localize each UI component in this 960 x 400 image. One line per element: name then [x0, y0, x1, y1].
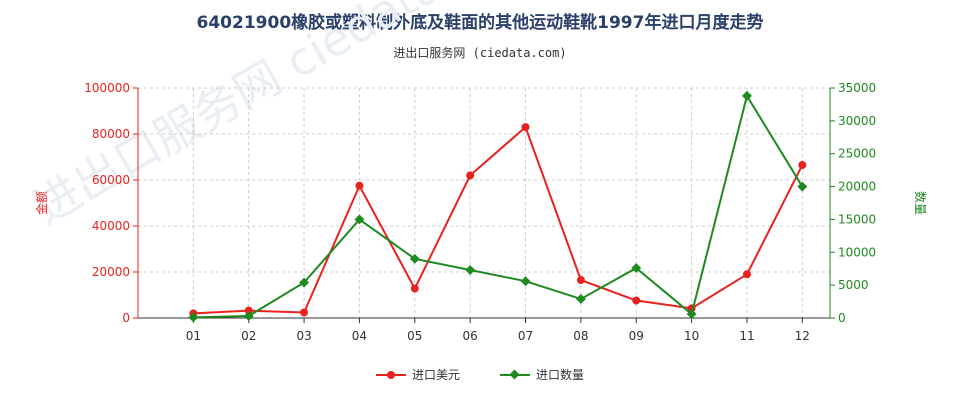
right-tick-label: 20000: [838, 180, 876, 194]
amount-point: [742, 270, 751, 279]
x-tick-label: 12: [795, 329, 810, 343]
x-tick-label: 10: [684, 329, 699, 343]
legend-item-quantity[interactable]: 进口数量: [500, 366, 584, 383]
amount-point: [576, 276, 585, 285]
left-tick-label: 40000: [92, 219, 130, 233]
amount-series-line: [193, 125, 804, 315]
quantity-line-swatch-icon: [500, 369, 530, 381]
right-tick-label: 35000: [838, 81, 876, 95]
right-tick-label: 15000: [838, 212, 876, 226]
amount-point: [521, 123, 530, 132]
quantity-point: [686, 309, 697, 320]
x-tick-label: 06: [463, 329, 478, 343]
x-tick-label: 08: [573, 329, 588, 343]
amount-point: [798, 161, 807, 170]
quantity-point: [742, 90, 752, 101]
x-tick-label: 02: [241, 329, 256, 343]
chart-subtitle: 进出口服务网 (ciedata.com): [393, 46, 567, 60]
left-tick-label: 80000: [92, 127, 130, 141]
amount-point: [244, 306, 253, 315]
legend-label-amount: 进口美元: [411, 368, 460, 382]
left-tick-label: 100000: [84, 81, 130, 95]
amount-point: [632, 296, 641, 305]
quantity-point: [243, 311, 254, 321]
x-tick-label: 04: [352, 329, 367, 343]
left-axis-label: 金额: [34, 191, 49, 215]
quantity-point: [520, 276, 531, 287]
amount-point: [300, 308, 309, 317]
legend-item-amount[interactable]: 进口美元: [375, 366, 460, 383]
right-tick-label: 25000: [838, 147, 876, 161]
x-tick-label: 01: [186, 329, 201, 343]
x-tick-label: 09: [629, 329, 644, 343]
right-tick-label: 5000: [838, 278, 869, 292]
amount-line-swatch-icon: [375, 369, 406, 381]
x-tick-label: 07: [518, 329, 533, 343]
legend-label-quantity: 进口数量: [536, 368, 585, 382]
legend: 进口美元 进口数量: [0, 366, 960, 383]
right-tick-label: 10000: [838, 245, 876, 259]
left-tick-label: 20000: [92, 265, 130, 279]
quantity-series-line: [193, 93, 804, 319]
left-tick-label: 60000: [92, 173, 130, 187]
quantity-point: [188, 312, 199, 323]
right-tick-label: 30000: [838, 114, 876, 128]
quantity-point: [465, 265, 476, 275]
left-tick-label: 0: [122, 311, 130, 325]
x-tick-label: 11: [739, 329, 754, 343]
x-tick-label: 05: [407, 329, 422, 343]
quantity-point: [631, 263, 642, 274]
amount-point: [466, 171, 475, 180]
amount-point: [355, 181, 364, 190]
quantity-point: [575, 293, 586, 304]
amount-point: [410, 284, 419, 293]
quantity-point: [299, 277, 310, 288]
quantity-point: [797, 181, 808, 192]
x-tick-label: 03: [296, 329, 311, 343]
chart-title: 64021900橡胶或塑料制外底及鞋面的其他运动鞋靴1997年进口月度走势: [196, 13, 764, 33]
right-axis-label: 数量: [913, 191, 928, 215]
quantity-point: [354, 214, 365, 225]
right-tick-label: 0: [838, 311, 846, 325]
